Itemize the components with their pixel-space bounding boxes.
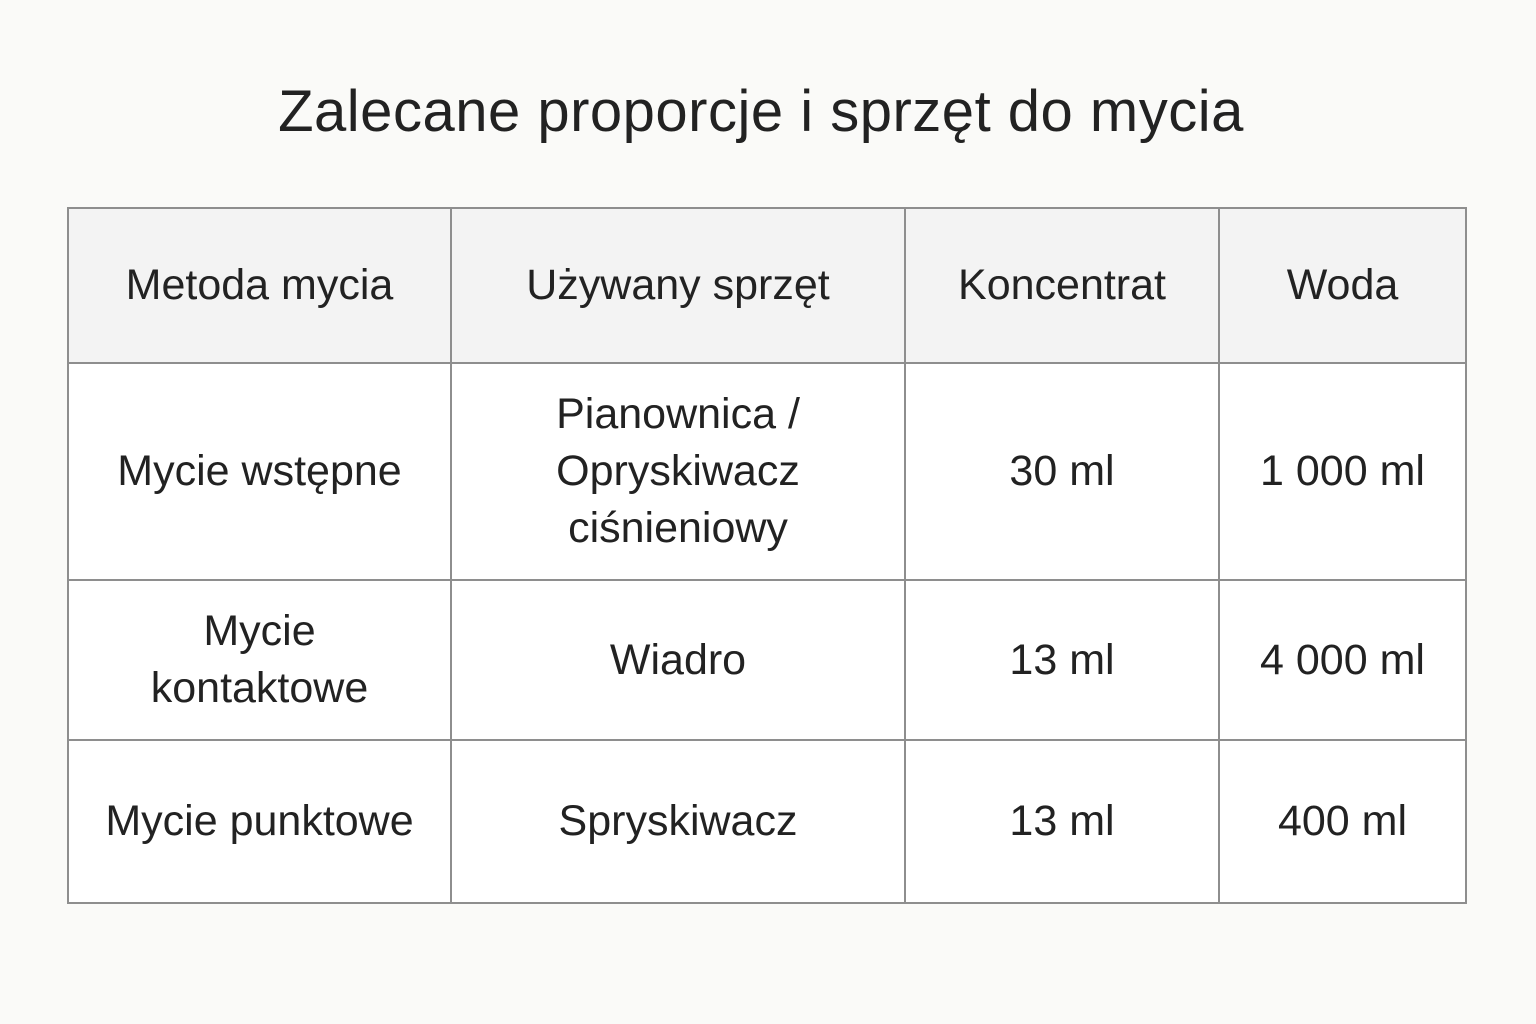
cell-method: Mycie kontaktowe xyxy=(67,579,452,741)
table-row: Mycie wstępne Pianownica / Opryskiwacz c… xyxy=(67,362,1467,581)
table-row: Mycie kontaktowe Wiadro 13 ml 4 000 ml xyxy=(67,579,1467,741)
header-row: Metoda mycia Używany sprzęt Koncentrat W… xyxy=(67,207,1467,364)
cell-equipment: Spryskiwacz xyxy=(450,739,906,904)
page-title: Zalecane proporcje i sprzęt do mycia xyxy=(278,79,1244,144)
header-water: Woda xyxy=(1218,207,1467,364)
cell-equipment: Wiadro xyxy=(450,579,906,741)
cell-water: 400 ml xyxy=(1218,739,1467,904)
cell-method: Mycie punktowe xyxy=(67,739,452,904)
cell-concentrate: 30 ml xyxy=(904,362,1220,581)
header-concentrate: Koncentrat xyxy=(904,207,1220,364)
proportions-table: Metoda mycia Używany sprzęt Koncentrat W… xyxy=(67,207,1467,904)
header-method: Metoda mycia xyxy=(67,207,452,364)
table-row: Mycie punktowe Spryskiwacz 13 ml 400 ml xyxy=(67,739,1467,904)
cell-water: 1 000 ml xyxy=(1218,362,1467,581)
cell-water: 4 000 ml xyxy=(1218,579,1467,741)
cell-equipment: Pianownica / Opryskiwacz ciśnieniowy xyxy=(450,362,906,581)
cell-method: Mycie wstępne xyxy=(67,362,452,581)
cell-concentrate: 13 ml xyxy=(904,739,1220,904)
header-equipment: Używany sprzęt xyxy=(450,207,906,364)
cell-concentrate: 13 ml xyxy=(904,579,1220,741)
